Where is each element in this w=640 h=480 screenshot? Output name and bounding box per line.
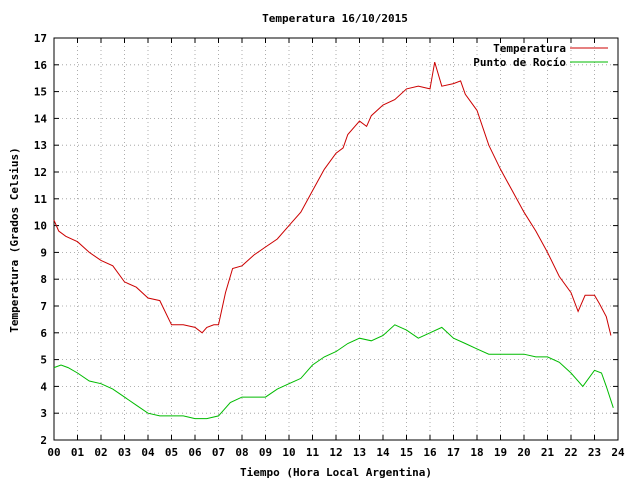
x-tick-label: 07 <box>212 446 225 459</box>
y-tick-label: 4 <box>40 380 47 393</box>
y-tick-label: 15 <box>34 86 47 99</box>
x-tick-label: 20 <box>517 446 530 459</box>
y-axis: 2 3 4 5 6 7 8 9 10 11 12 13 14 15 16 17 <box>34 32 618 447</box>
chart-title: Temperatura 16/10/2015 <box>262 12 408 25</box>
x-tick-label: 22 <box>564 446 577 459</box>
x-tick-label: 06 <box>188 446 202 459</box>
x-tick-label: 04 <box>141 446 155 459</box>
x-tick-label: 02 <box>94 446 107 459</box>
y-tick-label: 11 <box>34 193 48 206</box>
y-tick-label: 5 <box>40 354 47 367</box>
x-tick-label: 00 <box>47 446 60 459</box>
x-tick-label: 19 <box>494 446 507 459</box>
y-tick-label: 3 <box>40 407 47 420</box>
y-tick-label: 14 <box>34 112 48 125</box>
y-tick-label: 12 <box>34 166 47 179</box>
x-axis: 00 01 02 03 04 05 06 07 08 09 10 11 12 13 14 15 16 17 18 19… <box>47 38 625 459</box>
x-tick-label: 15 <box>400 446 413 459</box>
x-tick-label: 09 <box>259 446 272 459</box>
x-tick-label: 23 <box>588 446 601 459</box>
series-group <box>53 61 614 420</box>
y-tick-label: 17 <box>34 32 47 45</box>
y-tick-label: 13 <box>34 139 47 152</box>
series-line <box>53 61 612 336</box>
x-axis-label: Tiempo (Hora Local Argentina) <box>240 466 432 479</box>
grid <box>54 38 618 440</box>
y-tick-label: 16 <box>34 59 48 72</box>
x-tick-label: 17 <box>447 446 460 459</box>
x-tick-label: 01 <box>71 446 85 459</box>
x-tick-label: 13 <box>353 446 366 459</box>
x-tick-label: 18 <box>470 446 483 459</box>
y-tick-label: 9 <box>40 246 47 259</box>
legend-label: Punto de Rocío <box>473 56 566 69</box>
y-tick-label: 7 <box>40 300 47 313</box>
x-tick-label: 21 <box>541 446 555 459</box>
series-line <box>53 324 614 420</box>
x-tick-label: 16 <box>423 446 437 459</box>
x-tick-label: 08 <box>235 446 248 459</box>
y-tick-label: 6 <box>40 327 47 340</box>
x-tick-label: 03 <box>118 446 131 459</box>
x-tick-label: 12 <box>329 446 342 459</box>
x-tick-label: 10 <box>282 446 295 459</box>
y-tick-label: 2 <box>40 434 47 447</box>
x-tick-label: 14 <box>376 446 390 459</box>
x-tick-label: 24 <box>611 446 625 459</box>
x-tick-label: 05 <box>165 446 178 459</box>
y-tick-label: 8 <box>40 273 47 286</box>
y-tick-label: 10 <box>34 220 47 233</box>
legend-label: Temperatura <box>493 42 566 55</box>
x-tick-label: 11 <box>306 446 320 459</box>
y-axis-label: Temperatura (Grados Celsius) <box>8 147 21 332</box>
